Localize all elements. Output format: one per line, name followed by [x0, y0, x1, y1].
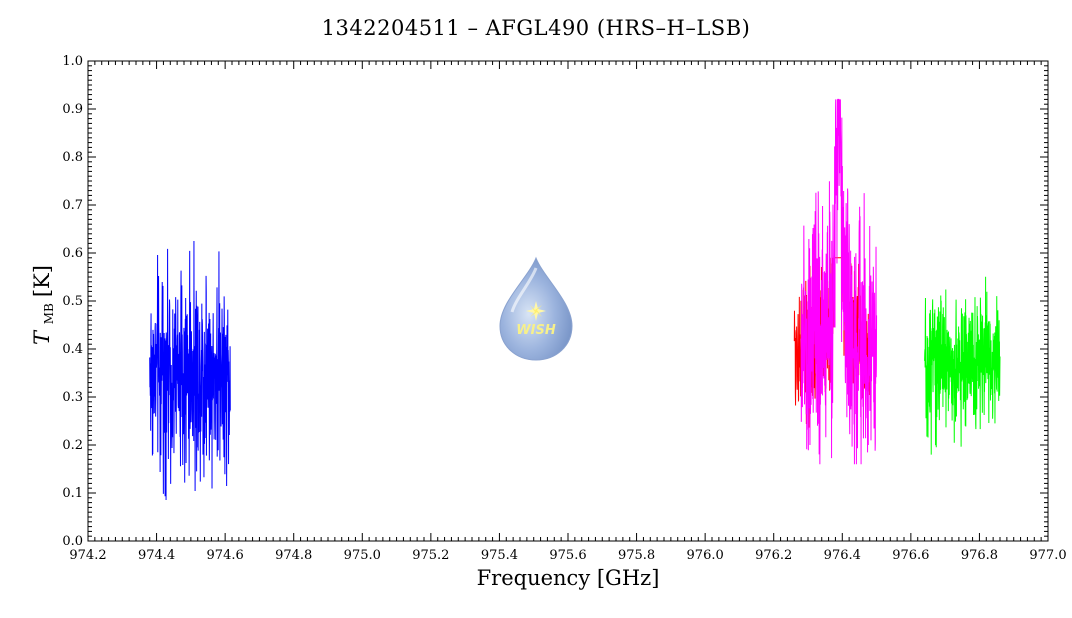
- y-axis-label: T MB [K]: [30, 265, 56, 345]
- x-tick-label: 975.8: [618, 548, 655, 563]
- x-tick-label: 975.4: [481, 548, 518, 563]
- y-tick-label: 0.7: [62, 198, 83, 213]
- x-tick-label: 977.0: [1029, 548, 1066, 563]
- x-tick-label: 974.4: [138, 548, 175, 563]
- x-tick-label: 976.6: [892, 548, 929, 563]
- y-axis-symbol: T: [30, 330, 54, 345]
- y-tick-label: 0.6: [62, 246, 83, 261]
- series-group: [149, 98, 1001, 501]
- y-tick-label: 0.4: [62, 342, 83, 357]
- y-tick-label: 0.2: [62, 438, 83, 453]
- x-axis: 974.2 974.4 974.6 974.8 975.0 975.2 975.4 975.6…: [69, 61, 1067, 563]
- y-tick-label: 1.0: [62, 54, 83, 69]
- x-tick-label: 976.2: [755, 548, 792, 563]
- water-drop-star-icon: WISH: [499, 256, 573, 361]
- x-tick-label: 974.6: [207, 548, 244, 563]
- spectrum-series-3: [924, 276, 1001, 455]
- x-tick-label: 974.8: [275, 548, 312, 563]
- y-tick-label: 0.9: [62, 102, 83, 117]
- x-tick-label: 976.8: [961, 548, 998, 563]
- x-tick-label: 976.0: [687, 548, 724, 563]
- x-tick-label: 976.4: [824, 548, 861, 563]
- y-tick-label: 0.3: [62, 390, 83, 405]
- y-tick-label: 0.8: [62, 150, 83, 165]
- x-tick-label: 975.2: [412, 548, 449, 563]
- x-tick-label: 975.0: [344, 548, 381, 563]
- y-tick-label: 0.5: [62, 294, 83, 309]
- y-tick-label: 0.0: [62, 534, 83, 549]
- wish-logo: WISH: [498, 256, 574, 362]
- x-tick-label: 974.2: [69, 548, 106, 563]
- y-axis-unit: [K]: [30, 265, 54, 298]
- chart-title: 1342204511 – AFGL490 (HRS–H–LSB): [321, 16, 751, 40]
- spectrum-series-0: [149, 240, 231, 501]
- x-axis-label: Frequency [GHz]: [476, 566, 660, 590]
- y-tick-label: 0.1: [62, 486, 83, 501]
- logo-text: WISH: [516, 323, 556, 338]
- y-axis: 0.0 0.1 0.2 0.3 0.4 0.5 0.6 0.7 0.8 0.9 1.0: [62, 54, 1048, 549]
- y-axis-subscript: MB: [42, 303, 56, 325]
- x-tick-label: 975.6: [549, 548, 586, 563]
- spectrum-series-2: [800, 98, 878, 465]
